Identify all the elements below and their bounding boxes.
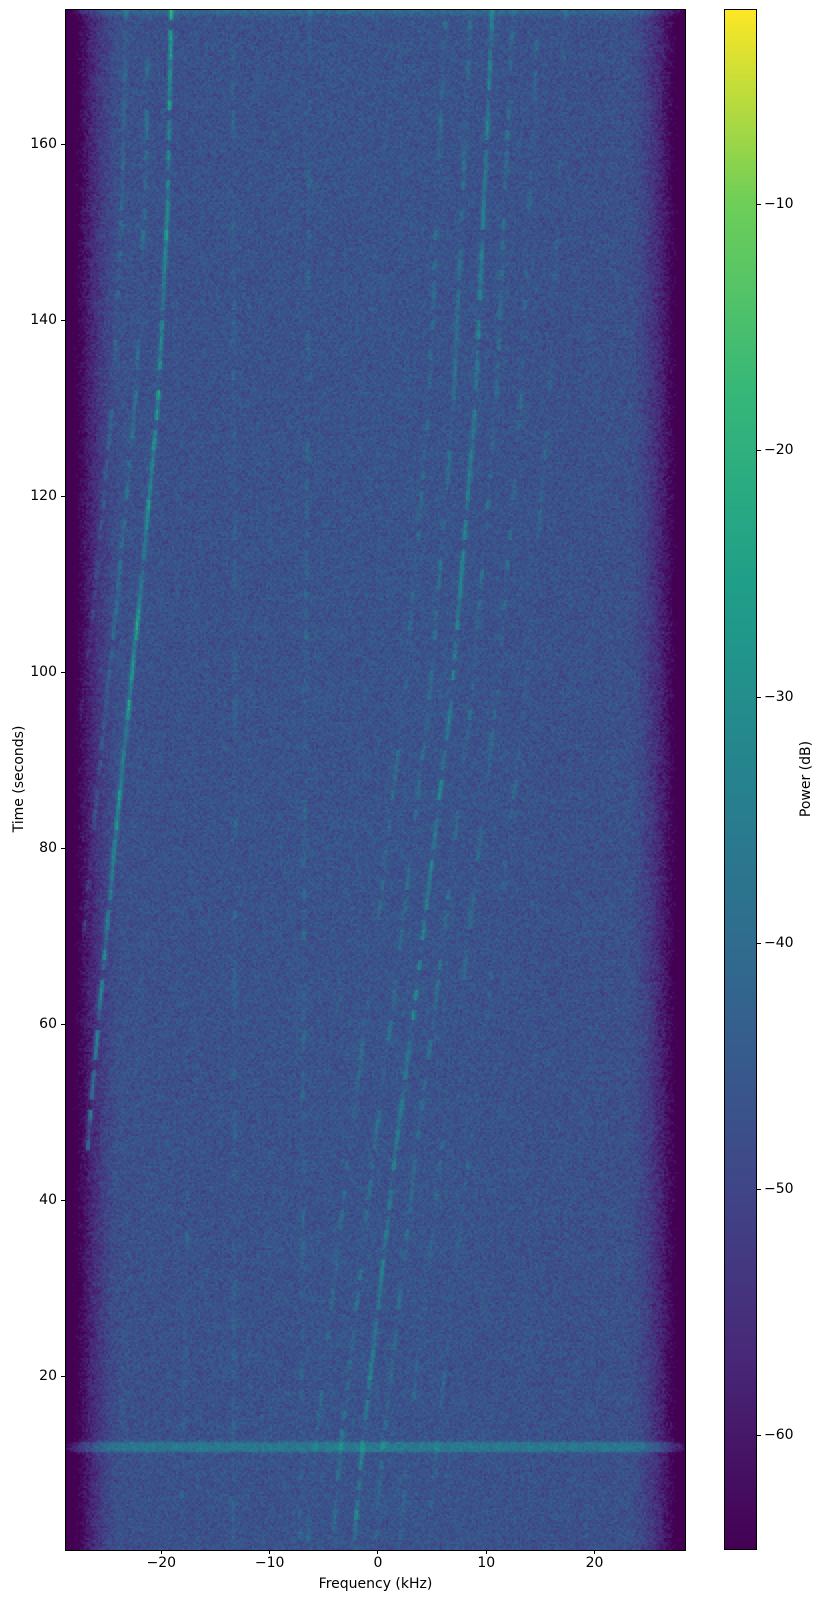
y-tick-mark: [61, 320, 65, 322]
y-tick-mark: [61, 1376, 65, 1378]
plot-area: [65, 9, 686, 1551]
x-tick-mark: [594, 1550, 596, 1554]
colorbar-tick-label: −30: [764, 688, 794, 705]
x-tick-label: 0: [373, 1555, 383, 1571]
y-tick-mark: [61, 144, 65, 146]
y-tick-label: 80: [39, 840, 57, 857]
colorbar-tick-mark: [757, 450, 761, 452]
colorbar-tick-label: −50: [764, 1180, 794, 1197]
x-axis-label: Frequency (kHz): [318, 1576, 433, 1592]
y-tick-label: 140: [30, 312, 57, 329]
colorbar-tick-label: −20: [764, 442, 794, 459]
x-tick-mark: [269, 1550, 271, 1554]
colorbar-label: Power (dB): [798, 740, 814, 818]
y-tick-label: 100: [30, 664, 57, 681]
y-tick-label: 120: [30, 488, 57, 505]
spectrogram-canvas: [66, 10, 685, 1550]
y-axis-label: Time (seconds): [11, 725, 27, 833]
y-tick-mark: [61, 1024, 65, 1026]
x-tick-label: −10: [254, 1555, 285, 1571]
y-tick-mark: [61, 496, 65, 498]
colorbar-tick-mark: [757, 1435, 761, 1437]
x-tick-label: 10: [477, 1555, 496, 1571]
x-tick-label: 20: [585, 1555, 604, 1571]
colorbar-tick-mark: [757, 204, 761, 206]
x-tick-mark: [485, 1550, 487, 1554]
colorbar-tick-label: −60: [764, 1427, 794, 1444]
colorbar-tick-mark: [757, 942, 761, 944]
colorbar-tick-mark: [757, 696, 761, 698]
y-tick-label: 60: [39, 1016, 57, 1033]
colorbar-tick-label: −40: [764, 934, 794, 951]
colorbar-tick-label: −10: [764, 196, 794, 213]
y-tick-mark: [61, 672, 65, 674]
x-tick-mark: [160, 1550, 162, 1554]
colorbar: [724, 9, 757, 1550]
colorbar-canvas: [725, 10, 756, 1549]
y-tick-label: 160: [30, 136, 57, 153]
x-tick-label: −20: [146, 1555, 177, 1571]
y-tick-mark: [61, 848, 65, 850]
y-tick-mark: [61, 1200, 65, 1202]
x-tick-mark: [377, 1550, 379, 1554]
y-tick-label: 20: [39, 1368, 57, 1385]
y-tick-label: 40: [39, 1192, 57, 1209]
colorbar-tick-mark: [757, 1188, 761, 1190]
